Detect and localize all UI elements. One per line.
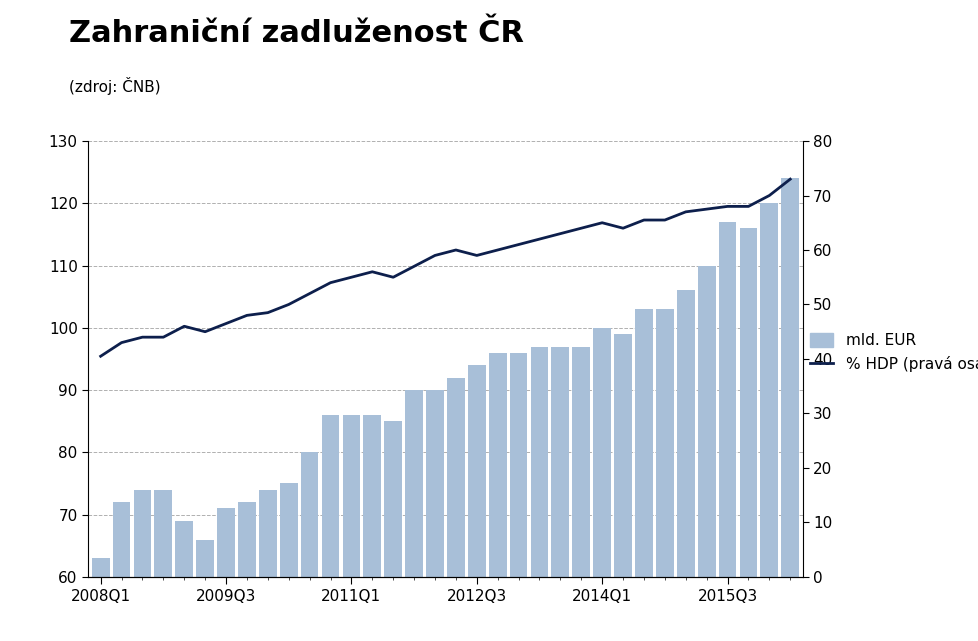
Bar	[280, 483, 297, 641]
Bar	[655, 309, 673, 641]
Bar	[593, 328, 610, 641]
Legend: mld. EUR, % HDP (pravá osa): mld. EUR, % HDP (pravá osa)	[810, 333, 978, 372]
Bar	[300, 453, 318, 641]
Bar	[133, 490, 152, 641]
Bar	[258, 490, 277, 641]
Bar	[635, 309, 652, 641]
Bar	[322, 415, 339, 641]
Bar	[425, 390, 443, 641]
Bar	[447, 378, 465, 641]
Bar	[530, 347, 548, 641]
Bar	[613, 334, 632, 641]
Bar	[155, 490, 172, 641]
Text: Zahraniční zadluženost ČR: Zahraniční zadluženost ČR	[68, 19, 523, 48]
Bar	[342, 415, 360, 641]
Bar	[697, 265, 715, 641]
Bar	[551, 347, 568, 641]
Bar	[112, 502, 130, 641]
Bar	[467, 365, 485, 641]
Bar	[196, 540, 214, 641]
Bar	[738, 228, 757, 641]
Bar	[510, 353, 527, 641]
Bar	[572, 347, 590, 641]
Text: (zdroj: ČNB): (zdroj: ČNB)	[68, 77, 160, 95]
Bar	[405, 390, 422, 641]
Bar	[780, 178, 798, 641]
Bar	[676, 290, 694, 641]
Bar	[217, 508, 235, 641]
Bar	[175, 521, 193, 641]
Bar	[238, 502, 255, 641]
Bar	[718, 222, 735, 641]
Bar	[92, 558, 110, 641]
Bar	[384, 421, 402, 641]
Bar	[363, 415, 380, 641]
Bar	[488, 353, 506, 641]
Bar	[760, 203, 778, 641]
